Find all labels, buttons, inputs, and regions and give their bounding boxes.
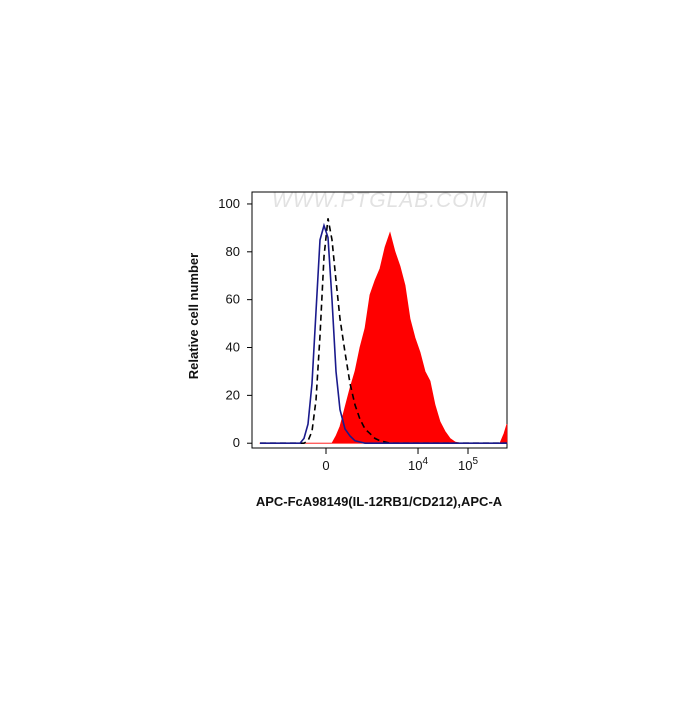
watermark: WWW.PTGLAB.COM — [272, 189, 488, 212]
y-tick-label: 20 — [226, 387, 240, 402]
y-tick-label: 0 — [233, 435, 240, 450]
y-tick-label: 100 — [218, 196, 240, 211]
x-tick-base: 10 — [408, 458, 422, 473]
x-axis-label: APC-FcA98149(IL-12RB1/CD212),APC-A — [256, 494, 503, 509]
x-tick-exponent: 4 — [422, 456, 428, 467]
x-tick-base: 10 — [458, 458, 472, 473]
histogram-line — [260, 222, 507, 444]
x-tick-exponent: 5 — [472, 456, 478, 467]
y-tick-label: 80 — [226, 244, 240, 259]
plot-frame — [251, 191, 508, 449]
y-axis-label: Relative cell number — [186, 253, 201, 379]
x-tick-label: 0 — [322, 458, 329, 473]
y-tick-label: 60 — [226, 292, 240, 307]
x-tick-label: 104 — [408, 456, 428, 473]
x-tick-label: 105 — [458, 456, 478, 473]
histogram-area — [259, 231, 508, 444]
y-tick-label: 40 — [226, 340, 240, 355]
